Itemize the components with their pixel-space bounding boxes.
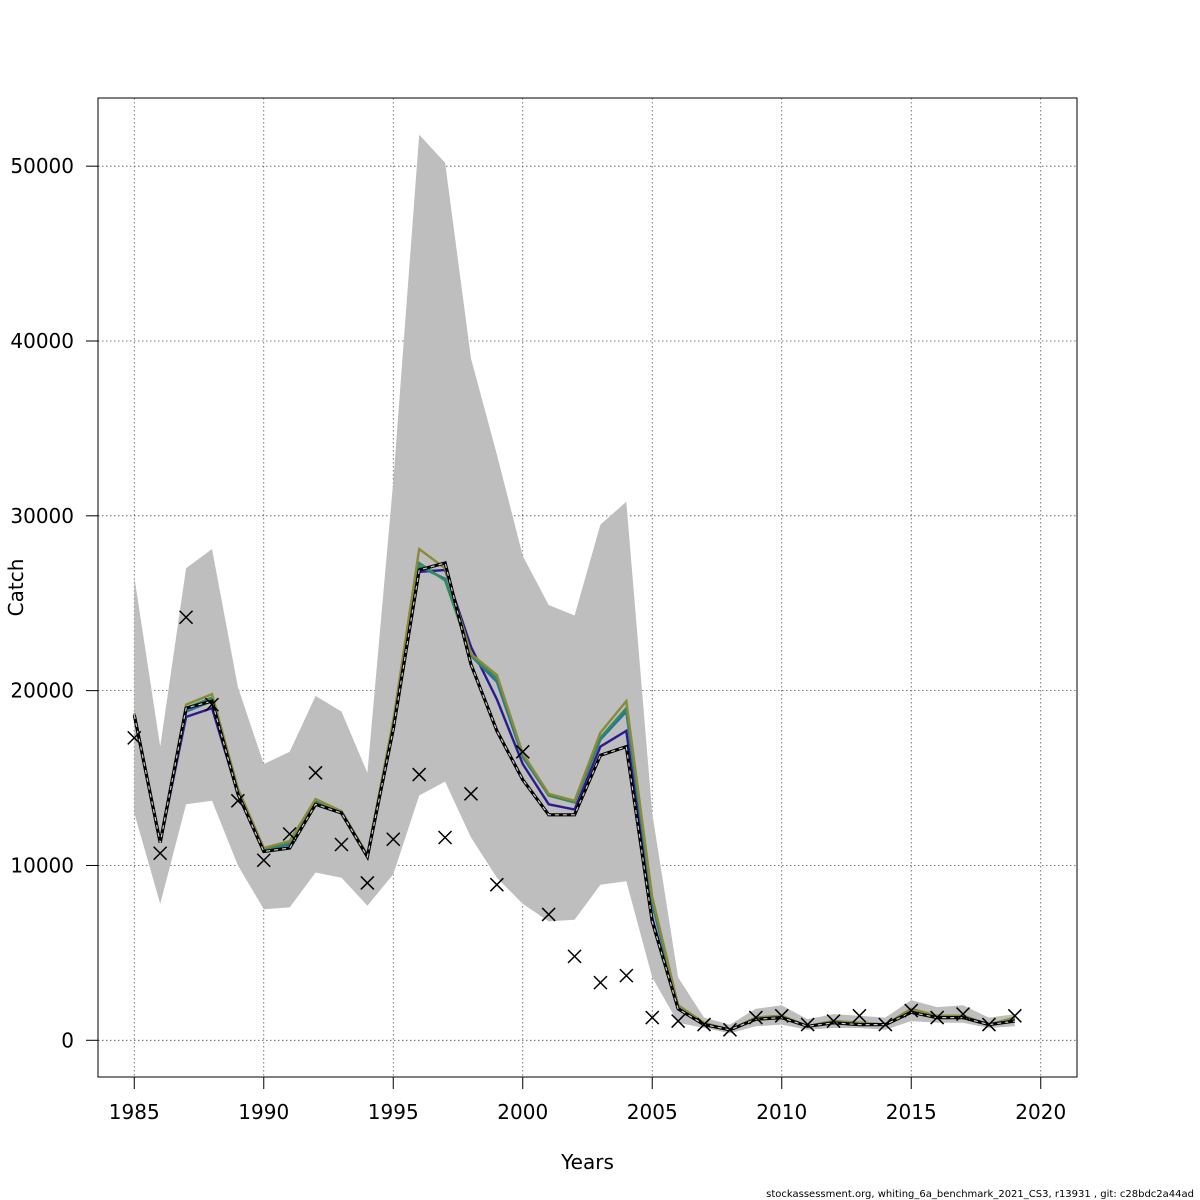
observed-point (438, 830, 453, 845)
x-tick-label: 2000 (497, 1100, 548, 1124)
observed-point (1007, 1008, 1022, 1023)
observed-points-layer (127, 610, 1022, 1037)
observed-point (697, 1017, 712, 1032)
observed-point (256, 853, 271, 868)
observed-point (282, 826, 297, 842)
observed-point (956, 1007, 971, 1022)
x-axis: 1985 1990 1995 2000 2005 2010 2015 2020 (109, 1076, 1066, 1124)
observed-point (334, 837, 349, 852)
observed-point (204, 697, 219, 712)
observed-point (800, 1017, 815, 1032)
x-tick-label: 2005 (627, 1100, 678, 1124)
observed-point (230, 793, 245, 808)
x-axis-title: Years (560, 1150, 614, 1174)
x-tick-label: 2015 (886, 1100, 937, 1124)
x-tick-label: 1990 (238, 1100, 289, 1124)
observed-point (567, 949, 582, 964)
observed-point (541, 907, 556, 922)
observed-point (619, 968, 634, 983)
y-tick-label: 40000 (10, 329, 74, 353)
observed-point (904, 1003, 919, 1018)
observed-point (671, 1014, 686, 1029)
observed-point (852, 1008, 867, 1023)
x-tick-label: 1995 (368, 1100, 419, 1124)
observed-point (308, 765, 323, 780)
observed-point (748, 1010, 763, 1025)
observed-point (722, 1022, 737, 1037)
y-tick-label: 0 (61, 1028, 74, 1052)
x-tick-label: 2020 (1015, 1100, 1066, 1124)
y-tick-label: 50000 (10, 154, 74, 178)
y-axis-title: Catch (4, 559, 28, 617)
observed-point (127, 730, 142, 745)
x-tick-label: 1985 (109, 1100, 160, 1124)
confidence-band (134, 134, 1015, 1034)
confidence-band-layer (134, 134, 1015, 1034)
x-tick-label: 2010 (756, 1100, 807, 1124)
observed-point (179, 610, 194, 625)
observed-point (489, 877, 504, 892)
observed-point (360, 875, 375, 890)
observed-point (645, 1010, 660, 1025)
y-tick-label: 30000 (10, 504, 74, 528)
y-tick-label: 10000 (10, 853, 74, 877)
observed-point (515, 744, 530, 759)
observed-point (878, 1017, 893, 1032)
series-layer (132, 546, 1016, 1032)
observed-point (593, 975, 608, 990)
observed-point (826, 1014, 841, 1029)
y-tick-label: 20000 (10, 679, 74, 703)
observed-point (386, 832, 401, 847)
y-axis: 0 10000 20000 30000 40000 50000 (10, 154, 99, 1052)
observed-point (412, 767, 427, 782)
observed-point (981, 1017, 996, 1032)
observed-point (153, 846, 168, 861)
series-line-5 (133, 562, 1015, 1031)
observed-point (774, 1008, 789, 1023)
observed-point (930, 1010, 945, 1025)
observed-point (463, 786, 478, 801)
footer-credit: stockassessment.org, whiting_6a_benchmar… (766, 1189, 1194, 1200)
